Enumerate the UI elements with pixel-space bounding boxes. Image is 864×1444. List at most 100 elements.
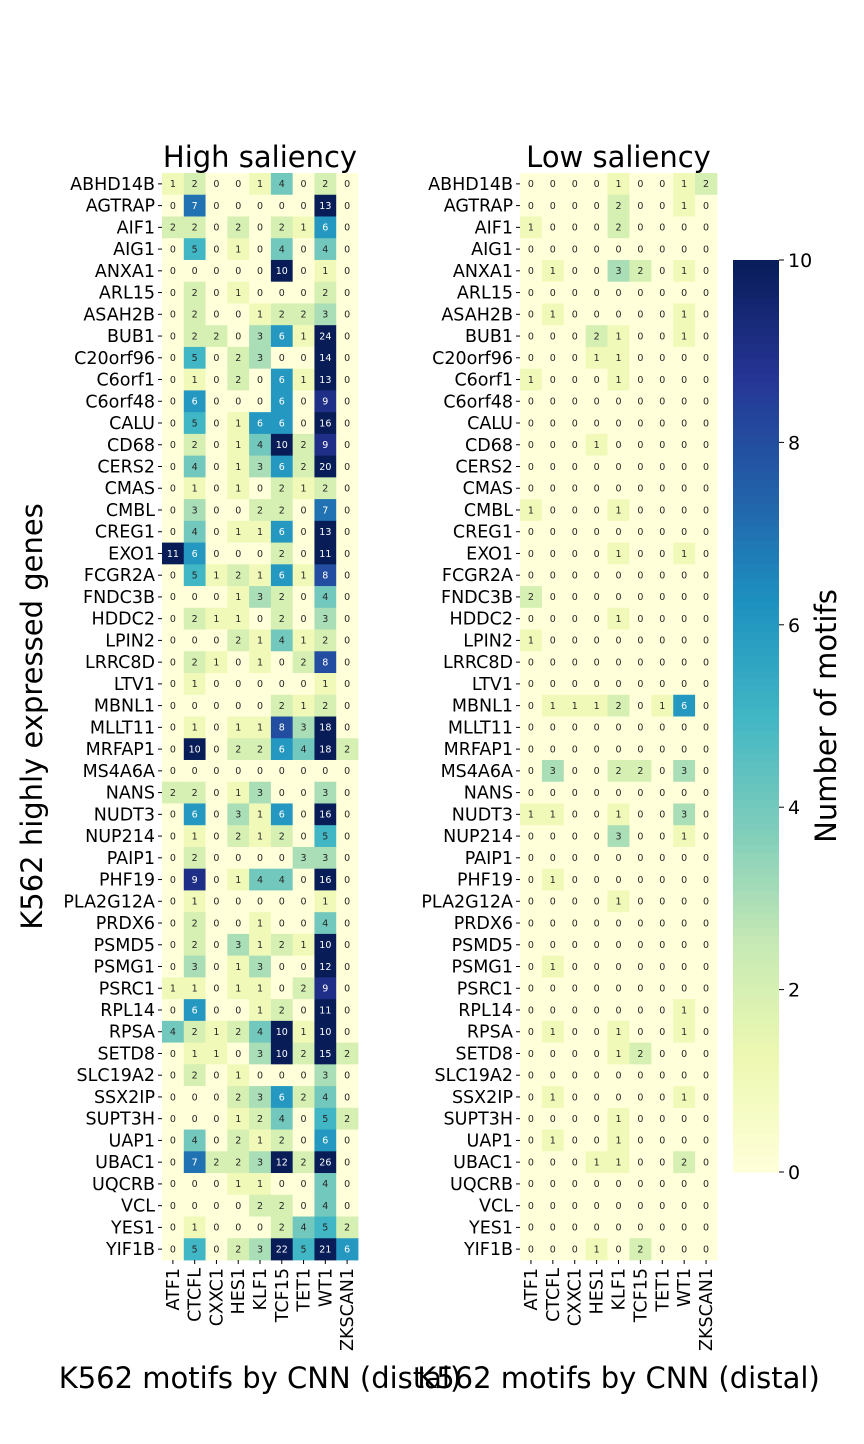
- cell-value-label: 1: [528, 505, 534, 516]
- heatmap-cell: [205, 825, 228, 848]
- cell-value-label: 0: [681, 1049, 687, 1060]
- heatmap-cell: [162, 1238, 185, 1261]
- cell-value-label: 8: [322, 657, 328, 668]
- heatmap-cell: [336, 520, 359, 543]
- cell-value-label: 0: [637, 744, 643, 755]
- heatmap-cell: [270, 325, 294, 348]
- cell-value-label: 0: [637, 723, 643, 734]
- heatmap-cell: [629, 977, 652, 1000]
- cell-value-label: 0: [170, 527, 176, 538]
- heatmap-cell: [695, 1107, 718, 1130]
- heatmap-cell: [541, 390, 565, 413]
- cell-value-label: 0: [170, 897, 176, 908]
- heatmap-cell: [227, 281, 250, 304]
- heatmap-cell: [695, 412, 718, 435]
- cell-value-label: 0: [703, 1201, 709, 1212]
- heatmap-cell: [270, 1107, 294, 1130]
- heatmap-cell: [292, 194, 315, 217]
- cell-value-label: 0: [170, 570, 176, 581]
- cell-value-label: 0: [703, 1223, 709, 1234]
- colorbar-segment: [733, 890, 779, 899]
- heatmap-cell: [227, 194, 250, 217]
- heatmap-cell: [270, 999, 294, 1022]
- cell-value-label: 3: [681, 766, 687, 777]
- heatmap-cell: [336, 325, 359, 348]
- cell-value-label: 0: [659, 375, 665, 386]
- heatmap-cell: [292, 607, 315, 630]
- heatmap-cell: [205, 738, 228, 761]
- colorbar-segment: [733, 442, 779, 451]
- cell-value-label: 0: [279, 984, 285, 995]
- heatmap-cell: [563, 629, 587, 652]
- cell-value-label: 0: [344, 570, 350, 581]
- cell-value-label: 0: [659, 1201, 665, 1212]
- cell-value-label: 0: [344, 810, 350, 821]
- cell-value-label: 0: [528, 1049, 534, 1060]
- heatmap-cell: [563, 325, 587, 348]
- heatmap-cell: [695, 759, 718, 783]
- cell-value-label: 0: [681, 527, 687, 538]
- cell-value-label: 0: [637, 1071, 643, 1082]
- cell-value-label: 0: [572, 1201, 578, 1212]
- heatmap-cell: [162, 1020, 185, 1043]
- heatmap-cell: [336, 194, 359, 217]
- heatmap-cell: [249, 890, 272, 913]
- heatmap-cell: [607, 1216, 630, 1239]
- colorbar-segment: [733, 434, 779, 443]
- heatmap-cell: [314, 325, 337, 348]
- cell-value-label: 0: [170, 244, 176, 255]
- heatmap-cell: [585, 890, 608, 913]
- cell-value-label: 0: [170, 1005, 176, 1016]
- cell-value-label: 6: [681, 701, 687, 712]
- cell-value-label: 0: [703, 1179, 709, 1190]
- heatmap-cell: [183, 738, 206, 761]
- cell-value-label: 0: [279, 918, 285, 929]
- heatmap-cell: [205, 281, 228, 304]
- heatmap-cell: [695, 716, 718, 739]
- cell-value-label: 0: [170, 266, 176, 277]
- heatmap-cell: [607, 455, 630, 478]
- heatmap-cell: [205, 1042, 228, 1065]
- heatmap-cell: [541, 607, 565, 630]
- cell-value-label: 2: [637, 766, 643, 777]
- heatmap-cell: [162, 390, 185, 413]
- heatmap-cell: [541, 412, 565, 435]
- cell-value-label: 0: [659, 1071, 665, 1082]
- cell-value-label: 0: [659, 744, 665, 755]
- heatmap-cell: [205, 759, 228, 783]
- cell-value-label: 5: [192, 1244, 198, 1255]
- heatmap-cell: [541, 1216, 565, 1239]
- heatmap-cell: [314, 868, 337, 891]
- cell-value-label: 0: [550, 614, 556, 625]
- heatmap-cell: [541, 499, 565, 522]
- heatmap-cell: [249, 1194, 272, 1217]
- y-tick-label: ARL15: [99, 284, 155, 304]
- cell-value-label: 5: [322, 1223, 328, 1234]
- cell-value-label: 0: [344, 505, 350, 516]
- cell-value-label: 0: [528, 679, 534, 690]
- cell-value-label: 0: [659, 1244, 665, 1255]
- colorbar-segment: [733, 594, 779, 603]
- heatmap-cell: [585, 759, 608, 783]
- cell-value-label: 0: [615, 440, 621, 451]
- y-tick-label: C6orf48: [85, 392, 155, 412]
- y-tick-label: SUPT3H: [86, 1110, 155, 1130]
- cell-value-label: 0: [594, 766, 600, 777]
- cell-value-label: 0: [659, 549, 665, 560]
- heatmap-cell: [541, 1064, 565, 1087]
- cell-value-label: 0: [213, 440, 219, 451]
- colorbar-segment: [733, 754, 779, 763]
- y-tick-label: C6orf48: [443, 392, 513, 412]
- y-tick-label: YIF1B: [105, 1240, 155, 1260]
- cell-value-label: 3: [301, 723, 307, 734]
- heatmap-cell: [585, 564, 608, 587]
- cell-value-label: 0: [681, 657, 687, 668]
- heatmap-cell: [249, 912, 272, 935]
- cell-value-label: 1: [301, 570, 307, 581]
- y-tick-label: CMBL: [464, 501, 513, 521]
- cell-value-label: 1: [192, 484, 198, 495]
- cell-value-label: 3: [257, 1244, 263, 1255]
- colorbar-segment: [733, 928, 779, 937]
- cell-value-label: 13: [319, 375, 331, 386]
- heatmap-cell: [629, 912, 652, 935]
